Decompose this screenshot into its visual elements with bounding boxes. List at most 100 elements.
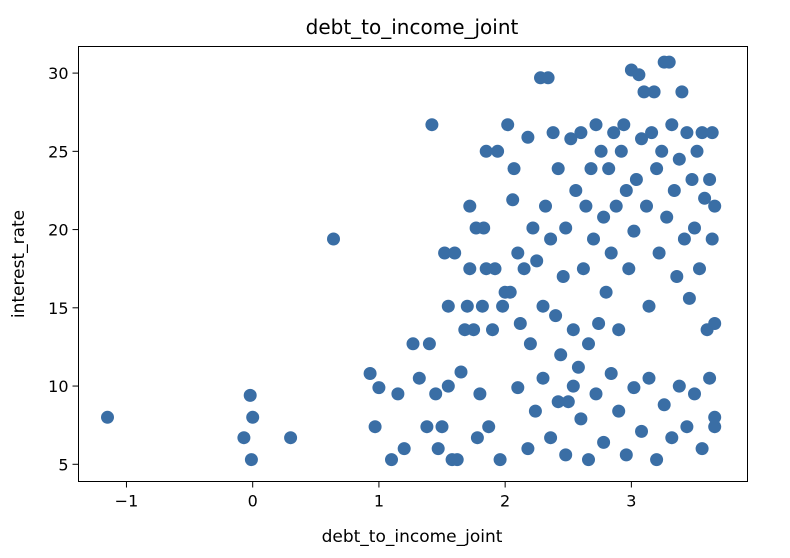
data-point	[425, 118, 439, 132]
data-point	[517, 262, 531, 276]
data-point	[237, 431, 251, 445]
data-point	[680, 126, 694, 140]
data-point	[511, 381, 525, 395]
data-point	[574, 126, 588, 140]
data-point	[705, 126, 719, 140]
data-point	[619, 448, 633, 462]
data-point	[536, 371, 550, 385]
data-point	[594, 144, 608, 158]
data-point	[368, 420, 382, 434]
data-point	[556, 270, 570, 283]
data-point	[688, 221, 701, 235]
data-point	[708, 199, 722, 213]
y-tick-label: 5	[58, 455, 68, 474]
x-tick-label: −1	[115, 492, 139, 511]
data-point	[690, 144, 704, 158]
data-point	[473, 387, 487, 401]
data-point	[609, 199, 623, 213]
data-point	[579, 199, 593, 213]
x-tick-label: 0	[248, 492, 258, 511]
data-point	[672, 152, 686, 166]
data-point	[574, 412, 588, 426]
data-point	[530, 254, 544, 268]
data-point	[551, 395, 565, 409]
data-point	[592, 317, 606, 330]
data-point	[655, 144, 669, 158]
data-point	[657, 398, 671, 412]
data-point	[482, 420, 496, 434]
y-tick-label: 25	[48, 142, 68, 161]
data-point	[698, 191, 712, 205]
x-tick-label: 1	[374, 492, 384, 511]
data-point	[438, 246, 452, 260]
data-point	[493, 453, 507, 467]
data-point	[450, 453, 464, 467]
data-point	[695, 126, 709, 140]
data-point	[435, 420, 449, 434]
data-point	[672, 379, 686, 393]
data-point	[101, 410, 114, 424]
data-point	[546, 126, 560, 140]
data-point	[561, 395, 575, 409]
data-point	[470, 431, 484, 445]
data-point	[506, 193, 520, 207]
data-point	[243, 388, 257, 402]
data-point	[391, 387, 405, 401]
data-points	[101, 55, 722, 467]
data-point	[650, 453, 664, 467]
data-point	[607, 126, 621, 140]
data-point	[246, 410, 260, 424]
data-point	[477, 221, 491, 235]
data-point	[642, 371, 656, 385]
data-point	[637, 85, 651, 99]
data-point	[582, 337, 595, 351]
data-point	[420, 420, 434, 434]
data-point	[431, 442, 445, 456]
data-point	[587, 232, 600, 246]
data-point	[441, 379, 455, 393]
data-point	[486, 323, 499, 337]
data-point	[645, 126, 659, 140]
data-point	[475, 299, 489, 313]
data-point	[597, 210, 611, 224]
data-point	[523, 337, 537, 351]
data-point	[597, 435, 611, 449]
data-point	[604, 246, 618, 260]
data-point	[642, 299, 656, 313]
y-tick-label: 30	[48, 64, 68, 83]
data-point	[682, 291, 696, 305]
data-point	[614, 144, 628, 158]
data-point	[576, 262, 590, 276]
data-point	[584, 162, 598, 176]
data-point	[397, 442, 411, 456]
data-point	[632, 68, 646, 82]
x-tick-label: 3	[626, 492, 636, 511]
data-point	[627, 381, 641, 395]
data-point	[526, 221, 540, 235]
data-point	[660, 210, 674, 224]
data-point	[703, 173, 717, 186]
data-point	[244, 453, 258, 467]
data-point	[501, 118, 515, 132]
data-point	[544, 431, 558, 445]
y-tick-label: 15	[48, 299, 68, 318]
data-point	[680, 420, 694, 434]
data-point	[363, 367, 377, 380]
data-point	[640, 199, 653, 213]
data-point	[284, 431, 298, 445]
data-point	[566, 379, 580, 393]
data-point	[708, 410, 722, 424]
data-point	[503, 285, 517, 299]
data-point	[677, 232, 691, 246]
data-point	[488, 262, 502, 276]
plot-frame	[78, 46, 748, 482]
x-axis-ticks: −1 0 1 2 3	[115, 481, 636, 511]
data-point	[463, 262, 477, 276]
y-tick-label: 20	[48, 221, 68, 240]
data-point	[491, 144, 505, 158]
data-point	[441, 299, 455, 313]
y-axis-ticks: 5 10 15 20 25 30	[48, 64, 79, 474]
data-point	[511, 246, 525, 260]
data-point	[385, 453, 398, 467]
